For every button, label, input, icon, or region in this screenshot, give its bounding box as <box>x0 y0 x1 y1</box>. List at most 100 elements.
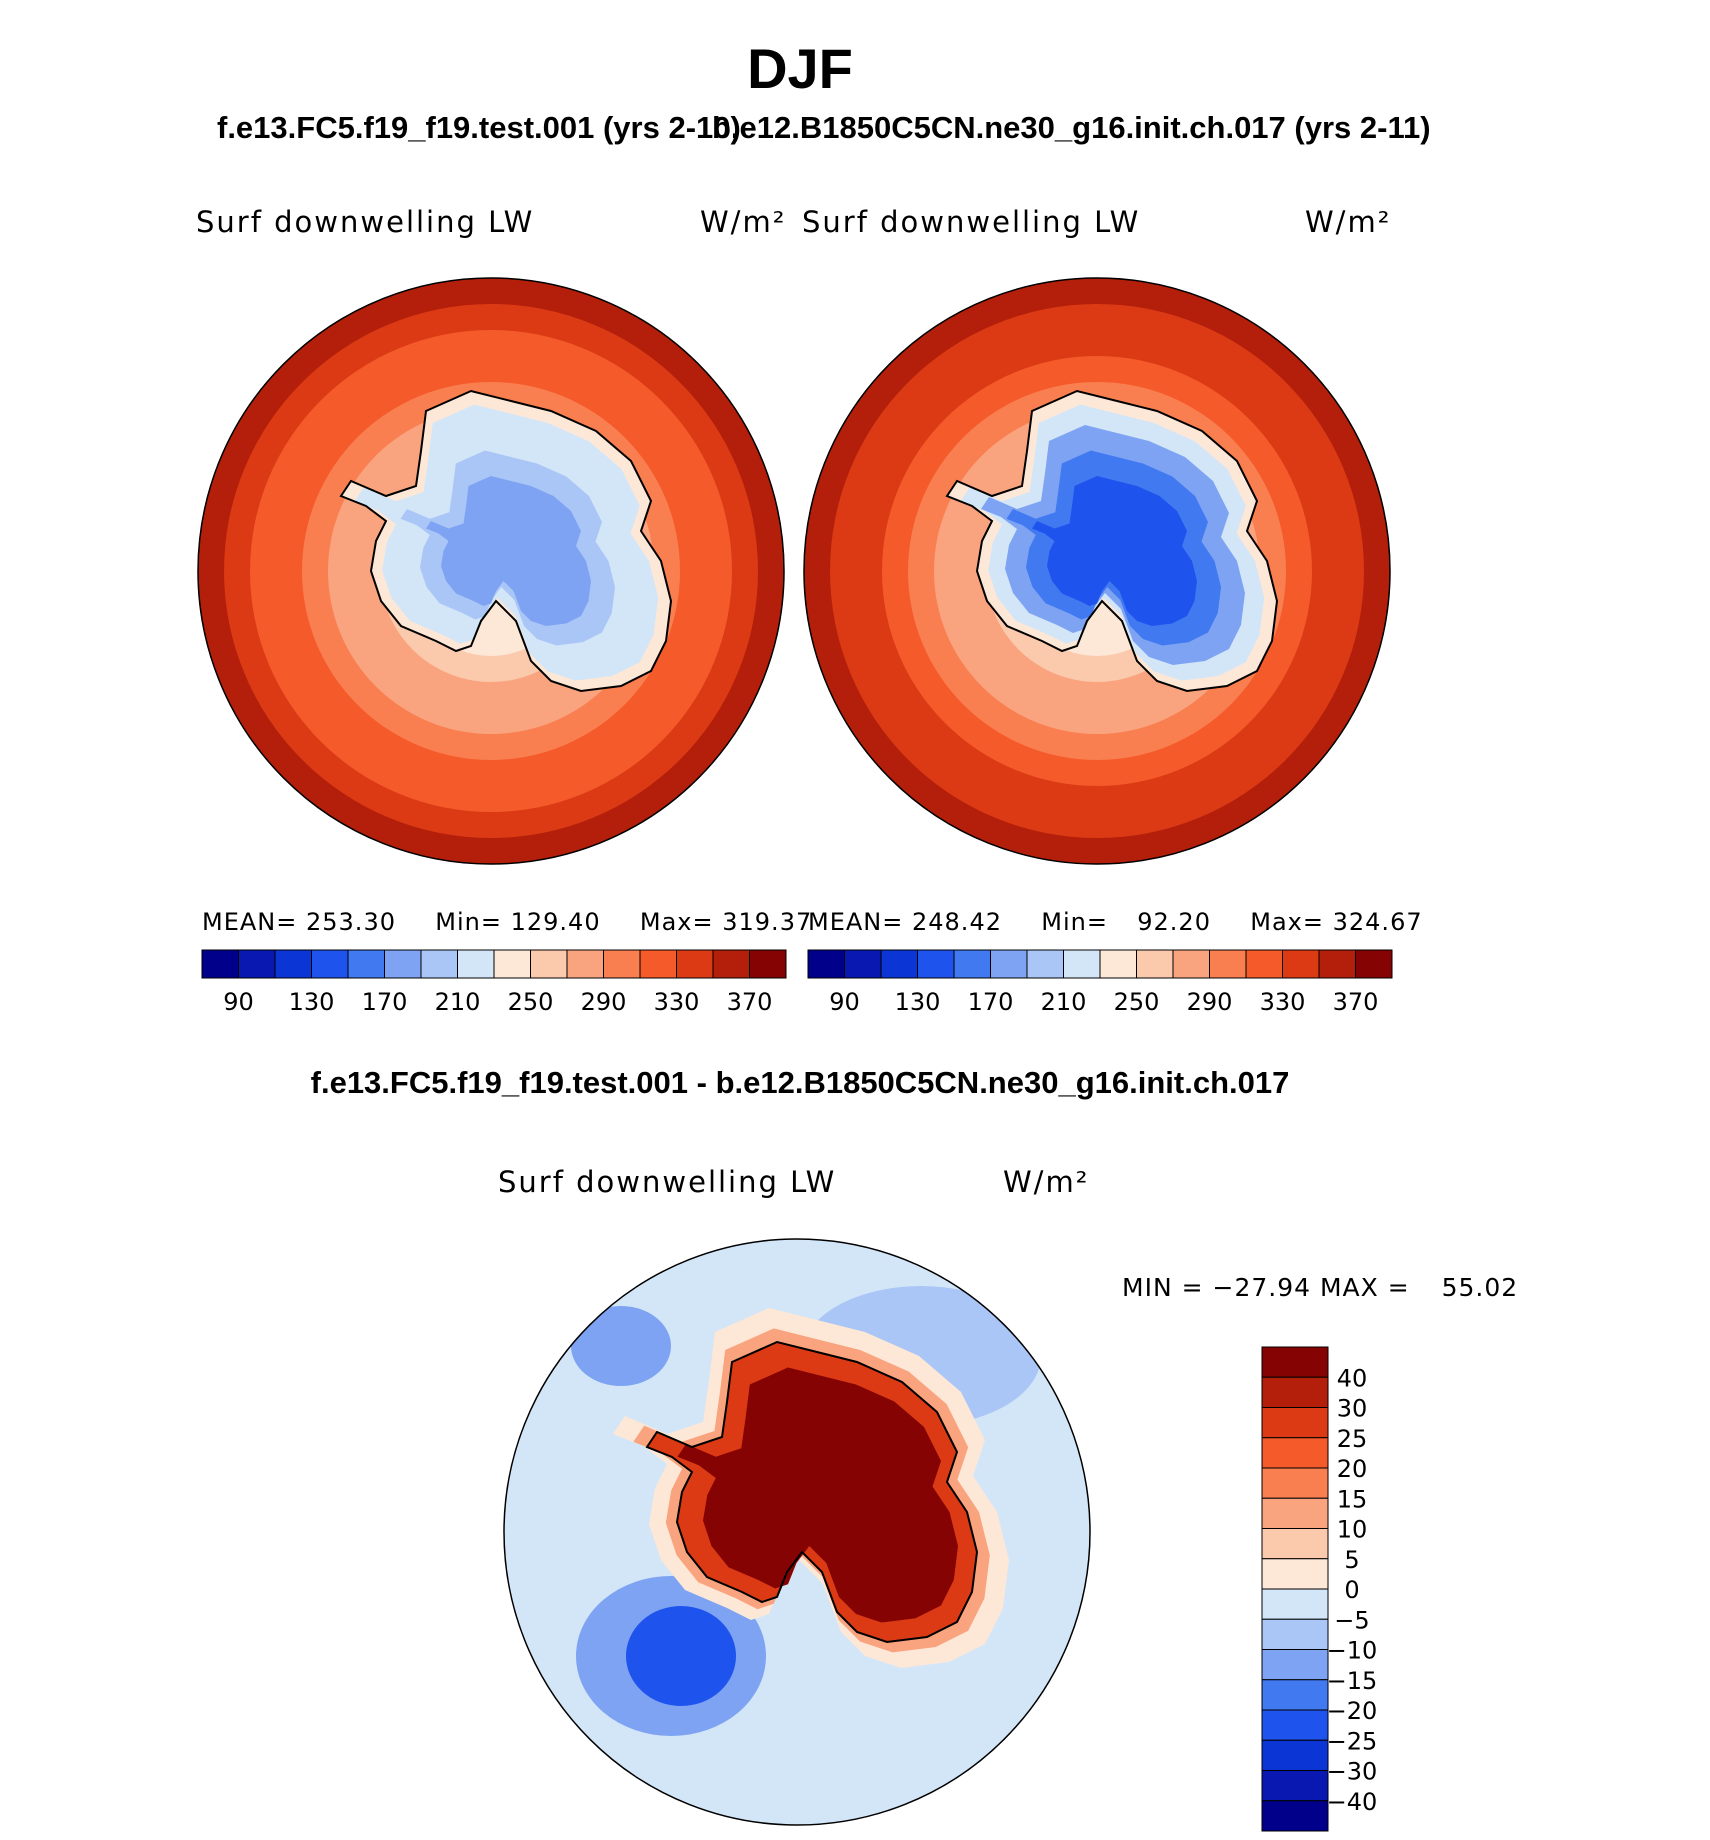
panel1-max-label: Max= <box>639 908 714 936</box>
map-border <box>803 277 1391 865</box>
colorbar-tick-label: 90 <box>829 988 860 1016</box>
map-field-layer <box>198 278 784 864</box>
panel1-colorbar: 90 130 170 210 250 290 330 370 <box>201 949 787 1016</box>
colorbar-tick-label: −20 <box>1327 1697 1378 1725</box>
panel2-max-value: 324.67 <box>1332 908 1423 936</box>
colorbar-tick-label: 20 <box>1337 1455 1368 1483</box>
colorbar-swatch <box>420 949 458 979</box>
colorbar-swatch <box>201 949 239 979</box>
colorbar-swatch <box>493 949 531 979</box>
panel2-units-label: W/m² <box>1305 205 1392 239</box>
colorbar-swatch <box>1318 949 1356 979</box>
coastline <box>945 389 1279 693</box>
panel1-min-value: 129.40 <box>510 908 601 936</box>
colorbar-swatch <box>990 949 1028 979</box>
negative-anomaly-core <box>626 1606 736 1706</box>
panel1-min-label: Min= <box>435 908 502 936</box>
colorbar-swatch <box>1261 1770 1329 1802</box>
case-title-right: b.e12.B1850C5CN.ne30_g16.init.ch.017 (yr… <box>712 110 1431 145</box>
colorbar-swatch <box>1261 1346 1329 1378</box>
colorbar-tick-label: −5 <box>1334 1606 1369 1634</box>
colorbar-swatch <box>1261 1588 1329 1620</box>
colorbar-tick-label: 330 <box>654 988 700 1016</box>
colorbar-tick-label: 210 <box>435 988 481 1016</box>
colorbar-swatch <box>566 949 604 979</box>
colorbar-swatch <box>1172 949 1210 979</box>
colorbar-swatch <box>1261 1558 1329 1590</box>
colorbar-swatch <box>603 949 641 979</box>
colorbar-swatch <box>844 949 882 979</box>
panel1-polar-map <box>197 277 785 865</box>
panel2-min-label: Min= <box>1041 908 1108 936</box>
panel2-polar-map <box>803 277 1391 865</box>
colorbar-tick-label: 330 <box>1260 988 1306 1016</box>
colorbar-tick-label: −30 <box>1327 1758 1378 1786</box>
season-title: DJF <box>747 37 853 100</box>
panel2-max-label: Max= <box>1250 908 1324 936</box>
colorbar-swatch <box>1261 1528 1329 1560</box>
colorbar-tick-label: 25 <box>1337 1425 1368 1453</box>
colorbar-swatch <box>953 949 991 979</box>
colorbar-tick-label: 370 <box>1333 988 1379 1016</box>
panel3-units-label: W/m² <box>1003 1165 1090 1199</box>
panel1-max-value: 319.37 <box>722 908 813 936</box>
colorbar-swatch <box>384 949 422 979</box>
colorbar-swatch <box>1261 1407 1329 1439</box>
panel2-variable-label: Surf downwelling LW <box>802 205 1141 239</box>
panel1-variable-label: Surf downwelling LW <box>196 205 535 239</box>
colorbar-tick-label: 5 <box>1344 1546 1359 1574</box>
colorbar-tick-label: 30 <box>1337 1395 1368 1423</box>
colorbar-tick-label: 90 <box>223 988 254 1016</box>
colorbar-swatch <box>1355 949 1393 979</box>
colorbar-swatch <box>238 949 276 979</box>
colorbar-swatch <box>1261 1679 1329 1711</box>
colorbar-swatch <box>311 949 349 979</box>
colorbar-swatch <box>1261 1709 1329 1741</box>
colorbar-swatch <box>1261 1376 1329 1408</box>
map-field-layer <box>504 1239 1090 1825</box>
colorbar-swatch <box>1261 1739 1329 1771</box>
colorbar-swatch <box>749 949 787 979</box>
colorbar-tick-label: 0 <box>1344 1576 1359 1604</box>
colorbar-tick-label: 210 <box>1041 988 1087 1016</box>
colorbar-swatch <box>1261 1497 1329 1529</box>
colorbar-tick-label: 10 <box>1337 1516 1368 1544</box>
panel3-max-value: 55.02 <box>1441 1273 1519 1302</box>
colorbar-swatch <box>457 949 495 979</box>
colorbar-swatch <box>530 949 568 979</box>
colorbar-swatch <box>1261 1800 1329 1832</box>
panel1-mean-value: 253.30 <box>306 908 396 936</box>
colorbar-swatch <box>1063 949 1101 979</box>
panel1-units-label: W/m² <box>700 205 787 239</box>
panel3-min-label: MIN = <box>1122 1273 1204 1302</box>
colorbar-swatch <box>1282 949 1320 979</box>
colorbar-swatch <box>1026 949 1064 979</box>
coastline <box>339 389 673 693</box>
panel3-difference-polar-map <box>503 1238 1091 1826</box>
colorbar-swatch <box>274 949 312 979</box>
map-border <box>503 1238 1091 1826</box>
panel2-colorbar: 90 130 170 210 250 290 330 370 <box>807 949 1393 1016</box>
colorbar-swatch <box>1261 1467 1329 1499</box>
colorbar-tick-label: 170 <box>968 988 1014 1016</box>
continent-contour <box>426 476 591 626</box>
panel3-min-value: −27.94 <box>1212 1273 1312 1302</box>
colorbar-swatch <box>639 949 677 979</box>
panel2-mean-label: MEAN= <box>808 908 904 936</box>
colorbar-tick-label: 130 <box>895 988 941 1016</box>
panel2-stats: MEAN= 248.42 Min= 92.20 Max= 324.67 <box>808 908 1423 936</box>
positive-anomaly-core <box>677 1367 958 1623</box>
panel2-mean-value: 248.42 <box>912 908 1002 936</box>
colorbar-swatch <box>1261 1649 1329 1681</box>
colorbar-swatch <box>917 949 955 979</box>
colorbar-tick-label: 250 <box>1114 988 1160 1016</box>
panel3-variable-label: Surf downwelling LW <box>498 1165 837 1199</box>
colorbar-swatch <box>712 949 750 979</box>
colorbar-swatch <box>676 949 714 979</box>
colorbar-tick-label: 170 <box>362 988 408 1016</box>
colorbar-swatch <box>1209 949 1247 979</box>
continent-contour <box>1032 476 1197 626</box>
colorbar-swatch <box>1261 1437 1329 1469</box>
colorbar-swatch <box>1099 949 1137 979</box>
